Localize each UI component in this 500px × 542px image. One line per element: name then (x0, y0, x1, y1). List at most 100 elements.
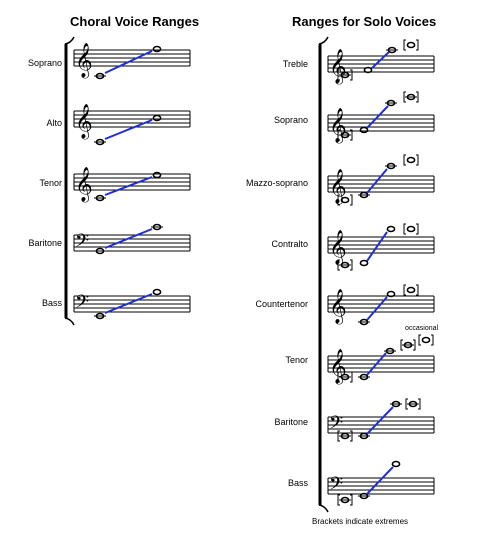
solo-4-n1-note (386, 290, 396, 298)
choral-label-baritone: Baritone (28, 238, 62, 248)
solo-5-n4-bracket-left (418, 334, 421, 346)
solo-3-range-line (366, 231, 388, 262)
solo-2-n3-bracket-right (416, 154, 419, 166)
solo-0-range-line (371, 51, 390, 69)
solo-5-n0-bracket-right (350, 371, 353, 383)
choral-label-tenor: Tenor (39, 178, 62, 188)
solo-4-n0-note (359, 318, 369, 326)
solo-1-n2-note (386, 99, 396, 107)
solo-2-n0-bracket-right (350, 194, 353, 206)
solo-2-n0-note (340, 196, 350, 204)
solo-7-n0-note (340, 496, 350, 504)
solo-5-n0-note (340, 373, 350, 381)
choral-2-treble-clef-icon: 𝄞 (75, 167, 93, 203)
solo-7-bass-clef-icon: 𝄢 (329, 474, 343, 499)
solo-0-n0-note (340, 71, 350, 79)
solo-0-n3-bracket-right (416, 39, 419, 51)
solo-bracket-bottom (318, 504, 329, 513)
solo-7-n2-note (391, 460, 401, 468)
solo-6-n3-bracket-left (405, 398, 408, 410)
choral-0-treble-clef-icon: 𝄞 (75, 43, 93, 79)
solo-5-n4-bracket-right (431, 334, 434, 346)
choral-4-high-note (152, 288, 162, 296)
choral-3-range-line (104, 228, 153, 249)
solo-6-n2-note (391, 400, 401, 408)
solo-5-n4-note (421, 336, 431, 344)
solo-6-range-line (366, 406, 394, 435)
solo-6-n0-bracket-left (337, 430, 340, 442)
solo-7-n0-bracket-left (337, 494, 340, 506)
solo-0-n1-note (363, 66, 373, 74)
choral-1-low-note (95, 138, 105, 146)
solo-3-treble-clef-icon: 𝄞 (329, 230, 347, 266)
solo-2-n3-bracket-left (403, 154, 406, 166)
choral-2-high-note (152, 171, 162, 179)
solo-0-n3-bracket-left (403, 39, 406, 51)
solo-6-n0-bracket-right (350, 430, 353, 442)
solo-6-n3-bracket-right (418, 398, 421, 410)
solo-3-n3-note (406, 225, 416, 233)
solo-3-n0-bracket-right (350, 259, 353, 271)
choral-4-range-line (104, 293, 153, 314)
solo-4-range-line (366, 296, 388, 321)
solo-bracket-top (318, 36, 329, 45)
solo-title: Ranges for Solo Voices (292, 14, 437, 29)
solo-4-n2-bracket-right (416, 284, 419, 296)
solo-1-n0-bracket-right (350, 129, 353, 141)
solo-3-n0-note (340, 261, 350, 269)
solo-1-range-line (366, 105, 389, 129)
solo-1-n0-note (340, 131, 350, 139)
choral-1-range-line (104, 119, 153, 140)
solo-label-bass: Bass (287, 478, 308, 488)
choral-0-high-note (152, 45, 162, 53)
solo-5-n2-note (385, 347, 395, 355)
solo-4-n2-bracket-left (403, 284, 406, 296)
choral-2-range-line (104, 176, 153, 196)
solo-6-n1-note (359, 432, 369, 440)
solo-4-n2-note (406, 286, 416, 294)
solo-7-n1-note (359, 492, 369, 500)
solo-5-n0-bracket-left (337, 371, 340, 383)
solo-1-n3-bracket-left (403, 91, 406, 103)
choral-label-soprano: Soprano (27, 58, 62, 68)
choral-0-range-line (104, 50, 153, 74)
solo-3-n3-bracket-left (403, 223, 406, 235)
choral-3-bass-clef-icon: 𝄢 (75, 231, 89, 256)
solo-0-n0-bracket-left (337, 69, 340, 81)
solo-6-n3-note (408, 400, 418, 408)
solo-1-n0-bracket-left (337, 129, 340, 141)
solo-6-n0-note (340, 432, 350, 440)
solo-2-n2-note (386, 162, 396, 170)
solo-5-n3-note (403, 341, 413, 349)
choral-1-treble-clef-icon: 𝄞 (75, 104, 93, 140)
solo-5-n3-bracket-left (400, 339, 403, 351)
solo-label-treble: Treble (282, 59, 308, 69)
solo-1-n3-bracket-right (416, 91, 419, 103)
occasional-note: occasional (405, 325, 439, 332)
solo-label-soprano: Soprano (273, 115, 308, 125)
solo-1-n1-note (359, 126, 369, 134)
solo-label-contralto: Contralto (271, 239, 308, 249)
solo-6-bass-clef-icon: 𝄢 (329, 413, 343, 438)
choral-2-low-note (95, 194, 105, 202)
choral-4-low-note (95, 312, 105, 320)
solo-2-range-line (366, 168, 388, 194)
choral-label-bass: Bass (41, 298, 62, 308)
choral-1-high-note (152, 114, 162, 122)
choral-bracket-bottom (64, 317, 75, 326)
solo-0-n2-note (387, 46, 397, 54)
solo-4-treble-clef-icon: 𝄞 (329, 289, 347, 325)
solo-label-mezzo-soprano: Mazzo-soprano (245, 178, 308, 188)
solo-3-n1-note (359, 259, 369, 267)
solo-2-n1-note (359, 191, 369, 199)
brackets-footnote: Brackets indicate extremes (312, 517, 409, 526)
solo-7-n0-bracket-right (350, 494, 353, 506)
solo-3-n0-bracket-left (337, 259, 340, 271)
choral-3-high-note (152, 223, 162, 231)
solo-5-range-line (366, 352, 387, 376)
solo-1-n3-note (406, 93, 416, 101)
solo-3-n3-bracket-right (416, 223, 419, 235)
solo-5-n1-note (359, 373, 369, 381)
solo-0-n0-bracket-right (350, 69, 353, 81)
